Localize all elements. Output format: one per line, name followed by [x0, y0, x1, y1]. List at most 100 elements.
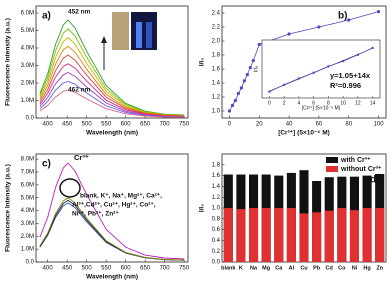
x-tick-label: 400	[43, 122, 54, 128]
bar	[286, 208, 296, 262]
data-point	[297, 77, 301, 80]
x-tick-label: 700	[160, 122, 171, 128]
y-tick-label: 4.0M	[21, 46, 34, 52]
x-tick-label: 80	[345, 122, 352, 128]
y-tick-label: 7.0M	[21, 170, 34, 176]
y-tick-label: 6.0M	[21, 11, 34, 17]
data-point	[233, 98, 238, 103]
bar	[261, 208, 271, 262]
x-tick-label: Al	[289, 265, 295, 271]
bar	[248, 208, 259, 262]
data-point	[356, 53, 360, 56]
x-tick-label: 750	[179, 122, 190, 128]
data-point	[376, 10, 381, 14]
panel-label: b)	[338, 11, 347, 22]
spectrum-line	[39, 71, 185, 118]
y-tick-label: 0.0	[212, 260, 221, 266]
bar	[236, 209, 246, 262]
inset-x-tick-label: 10	[340, 100, 346, 106]
x-tick-label: 650	[140, 266, 151, 272]
data-point	[327, 65, 330, 68]
x-axis-label: Wavelength (nm)	[86, 130, 138, 137]
y-tick-label: 1.0	[212, 109, 221, 115]
x-tick-label: Ni	[352, 265, 358, 271]
bar	[349, 210, 360, 262]
data-point	[242, 79, 246, 83]
spectrum-line	[39, 45, 185, 117]
inset-x-tick-label: 6	[312, 100, 315, 106]
y-tick-label: 0.4	[212, 238, 221, 244]
y-tick-label: 2.0	[212, 39, 221, 45]
spectrum-line	[39, 80, 185, 118]
x-tick-label: 750	[179, 266, 190, 272]
x-tick-label: blank	[221, 265, 236, 271]
y-axis-label: I/I₀	[199, 58, 206, 66]
y-tick-label: 5.0M	[21, 195, 34, 201]
y-tick-label: 1.6	[212, 173, 221, 179]
x-tick-label: 650	[140, 122, 151, 128]
x-tick-label: 600	[121, 266, 132, 272]
data-point	[227, 109, 232, 113]
data-point	[371, 46, 374, 50]
y-axis-label: I/I₀	[199, 204, 206, 212]
data-point	[287, 32, 291, 36]
legend-label: without Cr³⁺	[340, 166, 382, 173]
x-tick-label: Pb	[313, 265, 321, 271]
x-tick-label: Cd	[326, 265, 333, 271]
x-tick-label: 20	[256, 122, 263, 128]
x-tick-label: K	[239, 265, 243, 271]
x-tick-label: 60	[316, 122, 323, 128]
x-tick-label: Zn	[376, 265, 383, 271]
inset-frame	[261, 39, 381, 99]
data-point	[347, 18, 351, 22]
data-point	[248, 66, 252, 70]
y-tick-label: 1.2	[212, 95, 221, 101]
y-tick-label: 3.0M	[21, 63, 34, 69]
x-tick-label: Co	[338, 265, 346, 271]
y-tick-label: 0.2	[212, 249, 221, 255]
peak-label: 462 nm	[68, 87, 91, 94]
bar	[223, 208, 233, 262]
y-tick-label: 0.6	[212, 227, 221, 233]
y-tick-label: 0.0	[26, 260, 35, 266]
spectrum-line	[39, 89, 185, 118]
x-tick-label: Mg	[262, 265, 270, 271]
y-tick-label: 1.0M	[21, 247, 34, 253]
vial-photo	[112, 12, 129, 50]
spectrum-line	[39, 28, 185, 116]
vial-glow	[136, 22, 142, 48]
y-tick-label: 1.0	[212, 206, 221, 212]
vial-glow	[146, 22, 152, 48]
y-tick-label: 1.0M	[21, 98, 34, 104]
inset-x-tick-label: 8	[327, 100, 330, 106]
y-tick-label: 6.0M	[21, 182, 34, 188]
y-tick-label: 1.4	[212, 184, 221, 190]
plot-frame	[35, 153, 189, 263]
bar	[362, 208, 372, 262]
data-point	[268, 90, 271, 93]
bar	[375, 208, 385, 262]
y-tick-label: 8.0M	[21, 157, 34, 163]
bar	[324, 210, 334, 262]
x-tick-label: 100	[374, 122, 385, 128]
spectrum-line	[39, 19, 185, 116]
data-point	[317, 25, 321, 29]
x-tick-label: 40	[286, 122, 293, 128]
spectrum-line	[39, 162, 185, 260]
ion-label: blank, K⁺, Na⁺, Mg²⁺, Ca²⁺,	[80, 193, 162, 200]
x-tick-label: Hg	[363, 265, 370, 271]
data-point	[282, 83, 286, 87]
vial-photo-uv	[131, 12, 157, 50]
x-tick-label: Cu	[300, 265, 307, 271]
ion-label: Ni²⁺, Pb²⁺, Zn²⁺	[72, 211, 119, 218]
arrow-head	[101, 36, 107, 43]
x-tick-label: 0	[228, 122, 232, 128]
y-tick-label: 4.0M	[21, 208, 34, 214]
fit-r-squared: R²=0.996	[330, 81, 361, 90]
x-tick-label: 450	[62, 122, 73, 128]
spectrum-line	[39, 63, 185, 117]
inset-x-tick-label: 2	[283, 100, 286, 106]
y-tick-label: 0.8	[212, 216, 221, 222]
y-axis-label: Fluorescence Intensity (a.u.)	[5, 164, 12, 252]
x-tick-label: 500	[82, 266, 93, 272]
